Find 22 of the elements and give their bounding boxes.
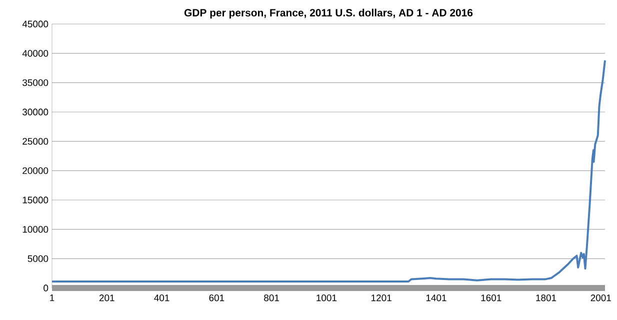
x-tick-label: 801	[264, 294, 279, 302]
y-tick-label: 5000	[28, 255, 48, 262]
y-tick-label: 10000	[22, 226, 48, 233]
y-tick-label: 0	[44, 284, 48, 292]
x-tick-label: 1001	[316, 294, 336, 302]
x-tick-label: 201	[99, 294, 114, 302]
x-tick-label: 1	[50, 294, 54, 302]
y-tick-label: 15000	[22, 196, 48, 204]
y-tick-label: 25000	[22, 138, 48, 145]
y-tick-label: 45000	[22, 20, 48, 28]
x-tick-label: 601	[209, 294, 224, 302]
x-tick-label: 1801	[536, 294, 556, 302]
chart-title: GDP per person, France, 2011 U.S. dollars, AD 1 - AD 2016	[184, 8, 473, 18]
x-tick-label: 1401	[426, 294, 446, 302]
y-tick-label: 20000	[22, 167, 48, 174]
x-tick-label: 2001	[590, 294, 611, 302]
x-tick-label: 401	[154, 294, 170, 302]
x-tick-label: 1201	[372, 294, 392, 302]
y-tick-label: 40000	[22, 50, 48, 57]
x-tick-label: 1601	[481, 294, 502, 302]
y-tick-label: 30000	[22, 108, 48, 116]
y-tick-label: 35000	[22, 79, 48, 86]
